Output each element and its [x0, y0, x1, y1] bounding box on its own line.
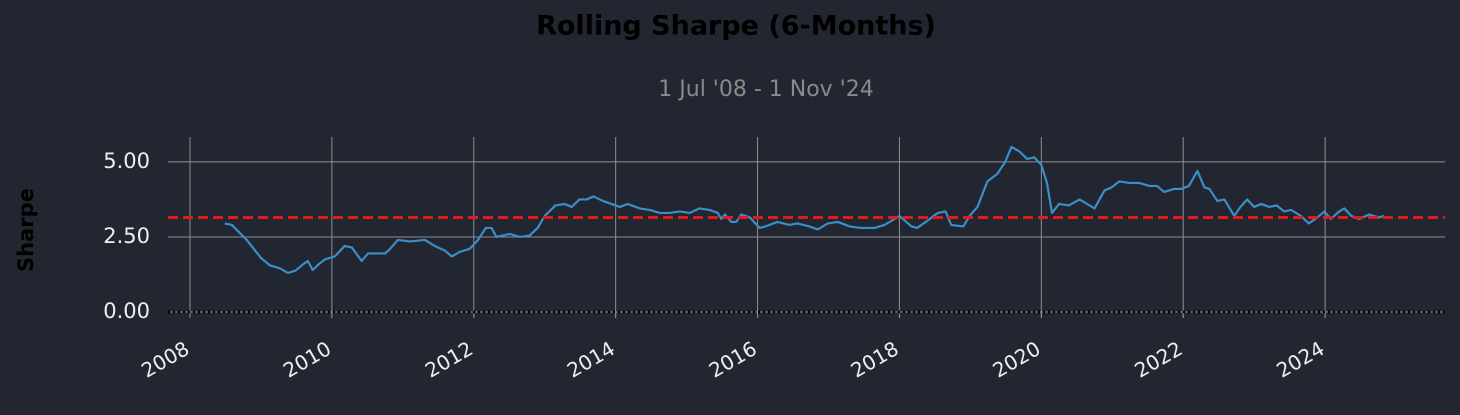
chart-title: Rolling Sharpe (6-Months): [536, 11, 936, 42]
y-tick-label: 5.00: [103, 149, 150, 173]
y-tick-label: 0.00: [103, 299, 150, 323]
chart-subtitle: 1 Jul '08 - 1 Nov '24: [658, 77, 873, 102]
data-line: [224, 145, 1385, 275]
y-axis-label: Sharpe: [14, 188, 38, 272]
y-tick-label: 2.50: [103, 224, 150, 248]
